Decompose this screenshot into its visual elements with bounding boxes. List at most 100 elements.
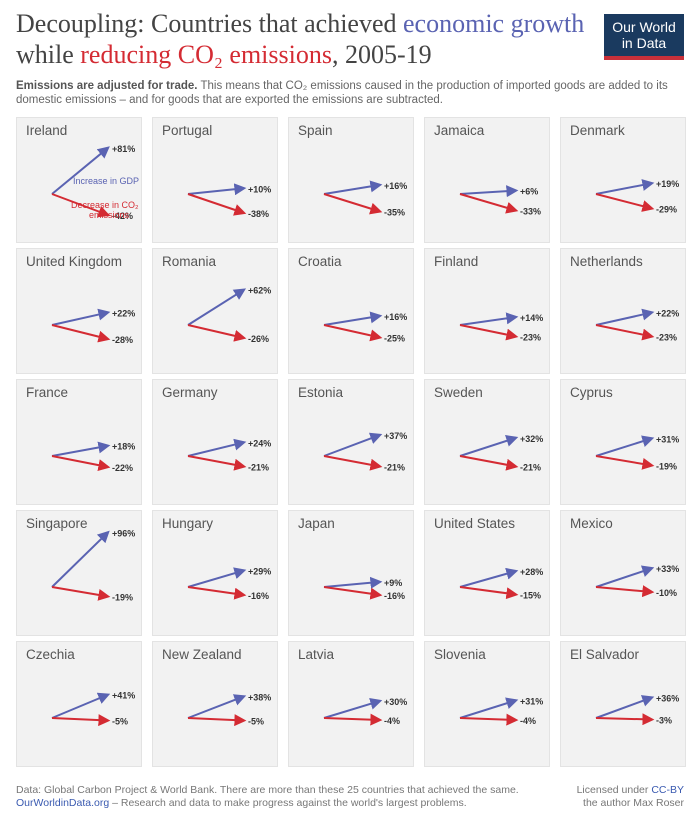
panel-chart: +9% -16%	[323, 576, 405, 601]
footer-tagline-line: OurWorldinData.org – Research and data t…	[16, 797, 576, 810]
co2-arrow	[51, 193, 111, 218]
co2-value-label: -35%	[384, 208, 405, 218]
logo-line-1: Our World	[612, 19, 676, 35]
license-link[interactable]: CC-BY	[651, 784, 684, 796]
gdp-value-label: +19%	[656, 179, 679, 189]
gdp-arrow	[51, 530, 110, 588]
country-name: United Kingdom	[26, 254, 123, 269]
co2-arrow	[323, 713, 383, 726]
co2-arrow	[323, 193, 383, 215]
panel-chart: +36% -3%	[595, 693, 679, 726]
gdp-value-label: +62%	[248, 286, 271, 296]
country-panel: United States +28% -15%	[424, 510, 550, 636]
title-co2-highlight: reducing CO₂ emissions	[80, 40, 332, 69]
country-panel: Slovenia +31% -4%	[424, 641, 550, 767]
co2-arrow	[459, 324, 519, 341]
country-panel: Czechia +41% -5%	[16, 641, 142, 767]
gdp-arrow	[459, 185, 519, 198]
country-panel: Latvia +30% -4%	[288, 641, 414, 767]
panel-chart: +28% -15%	[459, 567, 543, 601]
source-note: Data: Global Carbon Project & World Bank…	[16, 784, 519, 796]
owid-link[interactable]: OurWorldinData.org	[16, 797, 110, 809]
co2-value-label: -16%	[248, 591, 269, 601]
country-panel: Ireland +81% -42% Increase in GDP Decrease i…	[16, 117, 142, 243]
title-part-1: Decoupling: Countries that achieved	[16, 9, 404, 38]
panel-chart: +22% -23%	[595, 308, 679, 343]
panel-chart: +81% -42% Increase in GDP Decrease in CO₂ em…	[51, 144, 139, 221]
country-name: Spain	[298, 123, 333, 138]
chart-subtitle: Emissions are adjusted for trade. This m…	[16, 80, 686, 107]
panel-chart: +14% -23%	[459, 312, 543, 343]
co2-arrow	[323, 324, 383, 342]
country-name: Slovenia	[434, 647, 486, 662]
gdp-value-label: +33%	[656, 564, 679, 574]
panel-chart: +16% -35%	[323, 180, 407, 218]
gdp-value-label: +36%	[656, 693, 679, 703]
gdp-value-label: +24%	[248, 438, 271, 448]
country-name: Latvia	[298, 647, 335, 662]
gdp-arrow	[187, 567, 247, 588]
gdp-value-label: +30%	[384, 697, 407, 707]
gdp-arrow	[595, 695, 655, 719]
panel-chart: +32% -21%	[459, 434, 543, 473]
gdp-arrow	[323, 311, 383, 326]
gdp-arrow	[323, 576, 383, 589]
co2-arrow	[459, 455, 519, 471]
co2-arrow	[595, 193, 655, 212]
co2-value-label: -21%	[384, 463, 405, 473]
country-panel: Estonia +37% -21%	[288, 379, 414, 505]
gdp-arrow	[323, 180, 383, 195]
co2-arrow	[187, 455, 247, 471]
country-name: Jamaica	[434, 123, 485, 138]
country-panel: Japan +9% -16%	[288, 510, 414, 636]
co2-value-label: -4%	[384, 716, 400, 726]
country-name: Germany	[162, 385, 218, 400]
gdp-arrow	[51, 146, 110, 195]
country-name: New Zealand	[162, 647, 242, 662]
gdp-arrow	[187, 288, 247, 326]
gdp-value-label: +18%	[112, 442, 135, 452]
co2-value-label: -21%	[520, 463, 541, 473]
gdp-value-label: +16%	[384, 312, 407, 322]
co2-value-label: -5%	[112, 717, 128, 727]
country-name: Denmark	[570, 123, 625, 138]
panel-chart: +31% -19%	[595, 434, 679, 472]
gdp-arrow	[595, 565, 655, 588]
country-name: Romania	[162, 254, 217, 269]
country-panel: Jamaica +6% -33%	[424, 117, 550, 243]
co2-value-label: -4%	[520, 716, 536, 726]
country-panel: Singapore +96% -19%	[16, 510, 142, 636]
co2-arrow	[187, 714, 247, 727]
co2-arrow	[187, 193, 247, 216]
co2-value-label: -23%	[520, 333, 541, 343]
country-name: France	[26, 385, 69, 400]
panel-chart: +19% -29%	[595, 179, 679, 215]
co2-value-label: -5%	[248, 717, 264, 727]
country-name: Finland	[434, 254, 479, 269]
co2-value-label: -22%	[112, 463, 133, 473]
panel-chart: +31% -4%	[459, 696, 543, 726]
gdp-value-label: +37%	[384, 431, 407, 441]
gdp-value-label: +81%	[112, 144, 135, 154]
subtitle-bold: Emissions are adjusted for trade.	[16, 80, 198, 92]
panel-chart: +33% -10%	[595, 564, 679, 598]
footer-tagline: – Research and data to make progress aga…	[109, 797, 467, 809]
legend-gdp-label: Increase in GDP	[73, 176, 139, 186]
owid-logo[interactable]: Our World in Data	[604, 14, 684, 60]
country-name: Japan	[298, 516, 335, 531]
country-name: Netherlands	[570, 254, 643, 269]
country-panel: France +18% -22%	[16, 379, 142, 505]
country-name: Ireland	[26, 123, 68, 138]
co2-arrow	[51, 714, 111, 727]
gdp-value-label: +29%	[248, 566, 271, 576]
small-multiples-grid: Ireland +81% -42% Increase in GDP Decrease i…	[16, 117, 686, 770]
gdp-arrow	[187, 694, 247, 719]
panel-chart: +37% -21%	[323, 431, 407, 473]
co2-arrow	[595, 324, 655, 341]
gdp-value-label: +22%	[656, 308, 679, 318]
license-line: Licensed under CC-BY	[514, 784, 684, 797]
panel-chart: +29% -16%	[187, 566, 271, 601]
co2-arrow	[595, 585, 655, 598]
gdp-value-label: +31%	[656, 434, 679, 444]
country-name: Mexico	[570, 516, 613, 531]
